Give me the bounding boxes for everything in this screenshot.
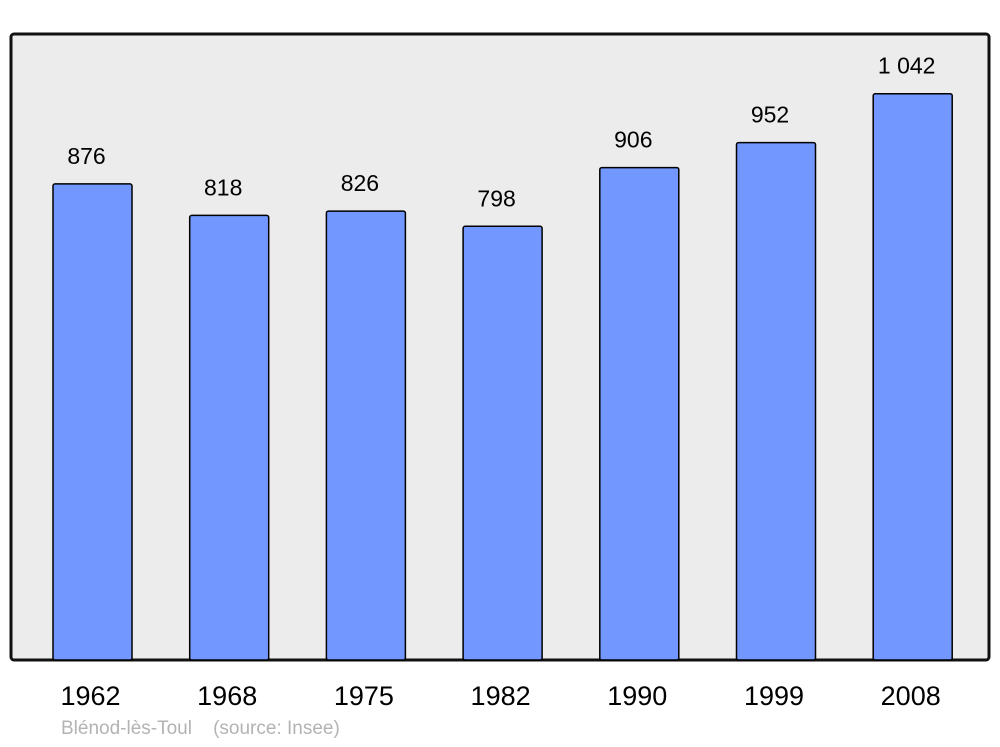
x-tick-label: 1975 — [334, 681, 394, 711]
bar-1982 — [462, 225, 543, 661]
x-tick-label: 1990 — [607, 681, 667, 711]
bar-1999 — [735, 141, 817, 661]
value-label: 798 — [477, 185, 515, 211]
chart-footer: Blénod-lès-Toul (source: Insee) — [61, 718, 340, 740]
bar-2008 — [872, 92, 953, 661]
footer-source: (source: Insee) — [213, 718, 340, 739]
x-tick-label: 1999 — [744, 681, 804, 711]
footer-place: Blénod-lès-Toul — [61, 718, 192, 739]
value-label: 952 — [751, 102, 789, 128]
value-label: 818 — [204, 174, 242, 200]
x-tick-label: 2008 — [881, 681, 941, 711]
value-label: 1 042 — [878, 53, 936, 79]
value-label: 906 — [614, 127, 652, 153]
bar-1975 — [325, 210, 407, 661]
x-tick-label: 1962 — [60, 681, 120, 711]
x-tick-label: 1982 — [471, 681, 531, 711]
x-tick-label: 1968 — [197, 681, 257, 711]
bar-1990 — [599, 166, 680, 661]
bar-1968 — [188, 214, 270, 661]
bar-1962 — [52, 183, 133, 661]
value-label: 876 — [67, 143, 105, 169]
value-label: 826 — [341, 170, 379, 196]
